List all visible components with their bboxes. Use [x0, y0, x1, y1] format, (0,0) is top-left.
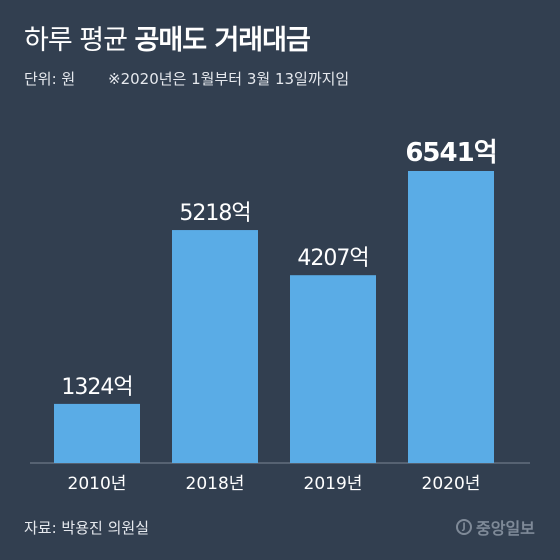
data-label: 4207억: [297, 246, 368, 271]
logo-text: 중앙일보: [476, 519, 535, 538]
data-label: 1324억: [61, 375, 132, 400]
unit-label: 단위: 원: [24, 70, 76, 88]
x-tick-label: 2019년: [304, 474, 363, 494]
publisher-logo: J 중앙일보: [456, 515, 535, 539]
subtitle: 단위: 원 ※2020년은 1월부터 3월 13일까지임: [24, 68, 349, 89]
x-tick-label: 2020년: [422, 474, 481, 494]
x-tick-label: 2010년: [68, 474, 127, 494]
source-label: 자료: 박용진 의원실: [24, 519, 149, 537]
bar: [290, 275, 376, 463]
title-light: 하루 평균: [24, 25, 128, 56]
data-label: 6541억: [405, 138, 496, 168]
data-label: 5218억: [179, 201, 250, 226]
bar: [54, 403, 140, 463]
bar: [172, 230, 258, 463]
bar: [408, 171, 494, 463]
period-note: ※2020년은 1월부터 3월 13일까지임: [108, 70, 350, 88]
title-bold: 공매도 거래대금: [134, 25, 311, 56]
logo-icon: J: [456, 519, 472, 535]
x-tick-label: 2018년: [186, 474, 245, 494]
chart-title: 하루 평균 공매도 거래대금: [24, 18, 311, 57]
